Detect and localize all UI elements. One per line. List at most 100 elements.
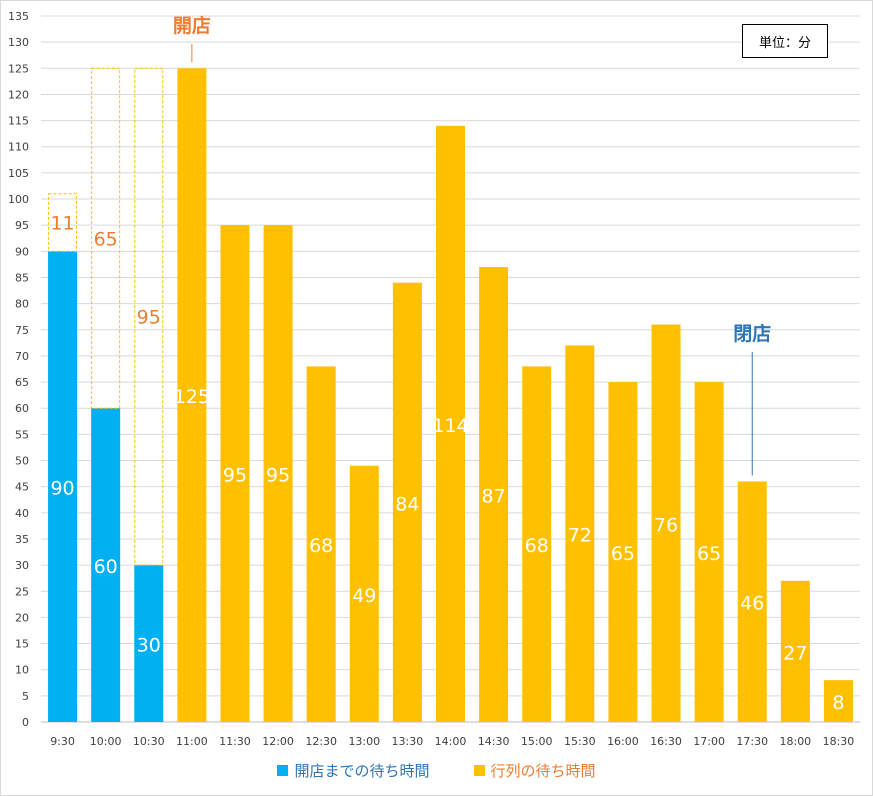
bar-queue: [565, 345, 595, 722]
x-tick-label: 18:00: [779, 735, 811, 748]
x-tick-label: 14:30: [478, 735, 510, 748]
y-tick-label: 10: [15, 664, 29, 677]
x-tick-label: 14:00: [435, 735, 467, 748]
x-tick-label: 18:30: [823, 735, 855, 748]
annotation-label: 開店: [173, 14, 211, 37]
x-axis-ticks: 9:30 10:00 10:30 11:00 11:30 12:00 12:30 13:00 1…: [50, 735, 854, 748]
data-label: 30: [137, 635, 161, 657]
data-label: 87: [482, 486, 506, 508]
x-tick-label: 9:30: [50, 735, 75, 748]
data-label: 49: [352, 585, 376, 607]
bar-queue: [522, 366, 552, 722]
bar-queue: [694, 382, 724, 722]
bar-remainder: [91, 67, 121, 409]
data-label: 90: [50, 478, 74, 500]
annotation-label: 閉店: [733, 322, 771, 345]
x-tick-label: 12:00: [262, 735, 294, 748]
x-tick-label: 17:00: [693, 735, 725, 748]
x-tick-label: 11:00: [176, 735, 208, 748]
data-label: 46: [740, 593, 764, 615]
bar-before-open: [48, 251, 78, 723]
x-tick-label: 16:30: [650, 735, 682, 748]
y-tick-label: 105: [8, 167, 29, 180]
bar-queue: [392, 282, 422, 722]
data-label: 65: [697, 543, 721, 565]
data-label: 60: [94, 556, 118, 578]
data-label: 8: [832, 692, 844, 714]
bar-queue: [780, 580, 810, 722]
y-tick-label: 100: [8, 193, 29, 206]
y-tick-label: 50: [15, 455, 29, 468]
x-tick-label: 13:00: [348, 735, 380, 748]
data-label: 65: [611, 543, 635, 565]
bar-before-open: [91, 408, 121, 722]
data-label: 76: [654, 514, 678, 536]
remainder-label: 95: [137, 307, 161, 329]
y-tick-label: 5: [22, 690, 29, 703]
x-tick-label: 12:30: [305, 735, 337, 748]
y-tick-label: 125: [8, 62, 29, 75]
data-label: 95: [266, 465, 290, 487]
bar-queue: [651, 324, 681, 722]
y-tick-label: 40: [15, 507, 29, 520]
y-tick-label: 75: [15, 324, 29, 337]
bar-remainder: [134, 67, 164, 566]
data-label: 68: [525, 535, 549, 557]
remainder-label: 65: [94, 228, 118, 250]
y-tick-label: 115: [8, 115, 29, 128]
bar-queue: [479, 267, 509, 722]
data-label: 72: [568, 525, 592, 547]
legend-swatch-queue: [473, 765, 485, 776]
x-tick-label: 11:30: [219, 735, 251, 748]
remainder-label: 11: [50, 213, 74, 235]
y-tick-label: 120: [8, 88, 29, 101]
y-tick-label: 130: [8, 36, 29, 49]
data-label: 125: [174, 386, 210, 408]
y-axis-ticks: 0 5 10 15 20 25 30 35 40 45 50 55 60 65 70 75 80 85 90 95 10…: [8, 10, 29, 729]
legend-swatch-before-open: [277, 765, 289, 776]
bar-queue: [737, 481, 767, 722]
y-tick-label: 20: [15, 611, 29, 624]
bars: [48, 67, 853, 723]
x-tick-label: 13:30: [392, 735, 424, 748]
bar-queue: [349, 465, 379, 722]
y-tick-label: 45: [15, 481, 29, 494]
y-tick-label: 70: [15, 350, 29, 363]
unit-label-box: 単位：分: [742, 24, 828, 58]
data-label: 114: [432, 415, 468, 437]
bar-remainder: [48, 193, 78, 252]
data-label: 27: [783, 642, 807, 664]
unit-label: 単位：分: [758, 35, 811, 51]
x-tick-label: 15:30: [564, 735, 596, 748]
data-label: 84: [395, 493, 419, 515]
bar-queue: [436, 125, 465, 723]
legend: 開店までの待ち時間 行列の待ち時間: [0, 760, 873, 781]
x-tick-label: 10:30: [133, 735, 165, 748]
data-label: 95: [223, 465, 247, 487]
bar-queue: [177, 68, 207, 723]
y-tick-label: 85: [15, 271, 29, 284]
y-tick-label: 110: [8, 141, 29, 154]
y-tick-label: 95: [15, 219, 29, 232]
legend-item-queue: 行列の待ち時間: [473, 760, 596, 781]
y-tick-label: 90: [15, 245, 29, 258]
bar-before-open: [134, 565, 164, 722]
x-tick-label: 15:00: [521, 735, 553, 748]
y-tick-label: 25: [15, 585, 29, 598]
y-tick-label: 35: [15, 533, 29, 546]
y-tick-label: 55: [15, 428, 29, 441]
y-tick-label: 80: [15, 298, 29, 311]
bar-queue: [823, 680, 853, 722]
legend-label-before-open: 開店までの待ち時間: [294, 762, 430, 780]
x-tick-label: 10:00: [90, 735, 122, 748]
bar-queue: [306, 366, 336, 722]
bar-queue: [220, 225, 250, 722]
bar-queue: [263, 225, 293, 722]
legend-item-before-open: 開店までの待ち時間: [277, 760, 430, 781]
data-label: 68: [309, 535, 333, 557]
x-tick-label: 16:00: [607, 735, 639, 748]
y-tick-label: 60: [15, 402, 29, 415]
x-tick-label: 17:30: [736, 735, 768, 748]
